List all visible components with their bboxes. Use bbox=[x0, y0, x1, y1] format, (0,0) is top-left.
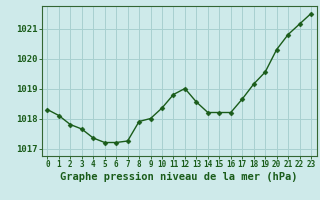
X-axis label: Graphe pression niveau de la mer (hPa): Graphe pression niveau de la mer (hPa) bbox=[60, 172, 298, 182]
